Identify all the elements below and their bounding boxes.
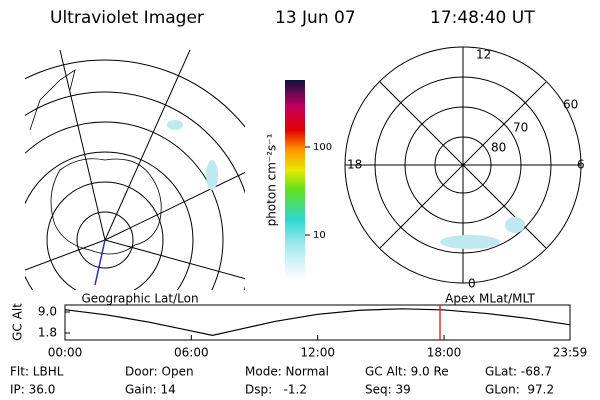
time: 17:48:40 UT bbox=[430, 8, 535, 28]
status-field: IP: 36.0 bbox=[10, 383, 55, 397]
status-field: Dsp: -1.2 bbox=[245, 383, 307, 397]
x-tick-label: 00:00 bbox=[48, 346, 83, 360]
mlt-label: 0 bbox=[468, 277, 476, 291]
footer: Flt: LBHL Door: Open Mode: Normal GC Alt: 9… bbox=[10, 365, 554, 397]
chart-title-right: Apex MLat/MLT bbox=[445, 292, 535, 306]
x-tick-label: 06:00 bbox=[174, 346, 209, 360]
mlt-label: 18 bbox=[347, 158, 362, 172]
mlt-label: 12 bbox=[476, 48, 491, 62]
x-tick-label: 12:00 bbox=[300, 346, 335, 360]
status-field: Seq: 39 bbox=[365, 383, 411, 397]
y-tick-label: 9.0 bbox=[38, 305, 57, 319]
y-axis-label: GC Alt bbox=[11, 303, 25, 341]
colorbar-tick-label: 100 bbox=[313, 142, 332, 153]
lat-label: 60 bbox=[563, 98, 578, 112]
geographic-map bbox=[25, 50, 245, 290]
colorbar-tick-label: 10 bbox=[313, 230, 326, 241]
chart-title-left: Geographic Lat/Lon bbox=[81, 292, 198, 306]
status-field: Flt: LBHL bbox=[10, 365, 64, 379]
status-field: GLat: -68.7 bbox=[485, 365, 552, 379]
y-tick-label: 1.8 bbox=[38, 326, 57, 340]
status-field: Gain: 14 bbox=[125, 383, 176, 397]
date: 13 Jun 07 bbox=[275, 8, 356, 28]
lat-label: 70 bbox=[513, 121, 528, 135]
altitude-line bbox=[64, 308, 571, 336]
mlt-label: 6 bbox=[577, 158, 585, 172]
status-field: GLon: 97.2 bbox=[485, 383, 554, 397]
x-tick-label: 23:59 bbox=[553, 346, 588, 360]
lat-label: 80 bbox=[491, 141, 506, 155]
instrument: Ultraviolet Imager bbox=[50, 8, 204, 28]
status-field: Mode: Normal bbox=[245, 365, 329, 379]
plot-frame bbox=[64, 304, 571, 341]
status-field: Door: Open bbox=[125, 365, 194, 379]
colorbar-label: photon cm⁻²s⁻¹ bbox=[265, 133, 279, 226]
colorbar bbox=[285, 80, 305, 280]
mlt-map bbox=[344, 46, 582, 284]
x-tick-label: 18:00 bbox=[427, 346, 462, 360]
status-field: GC Alt: 9.0 Re bbox=[365, 365, 449, 379]
